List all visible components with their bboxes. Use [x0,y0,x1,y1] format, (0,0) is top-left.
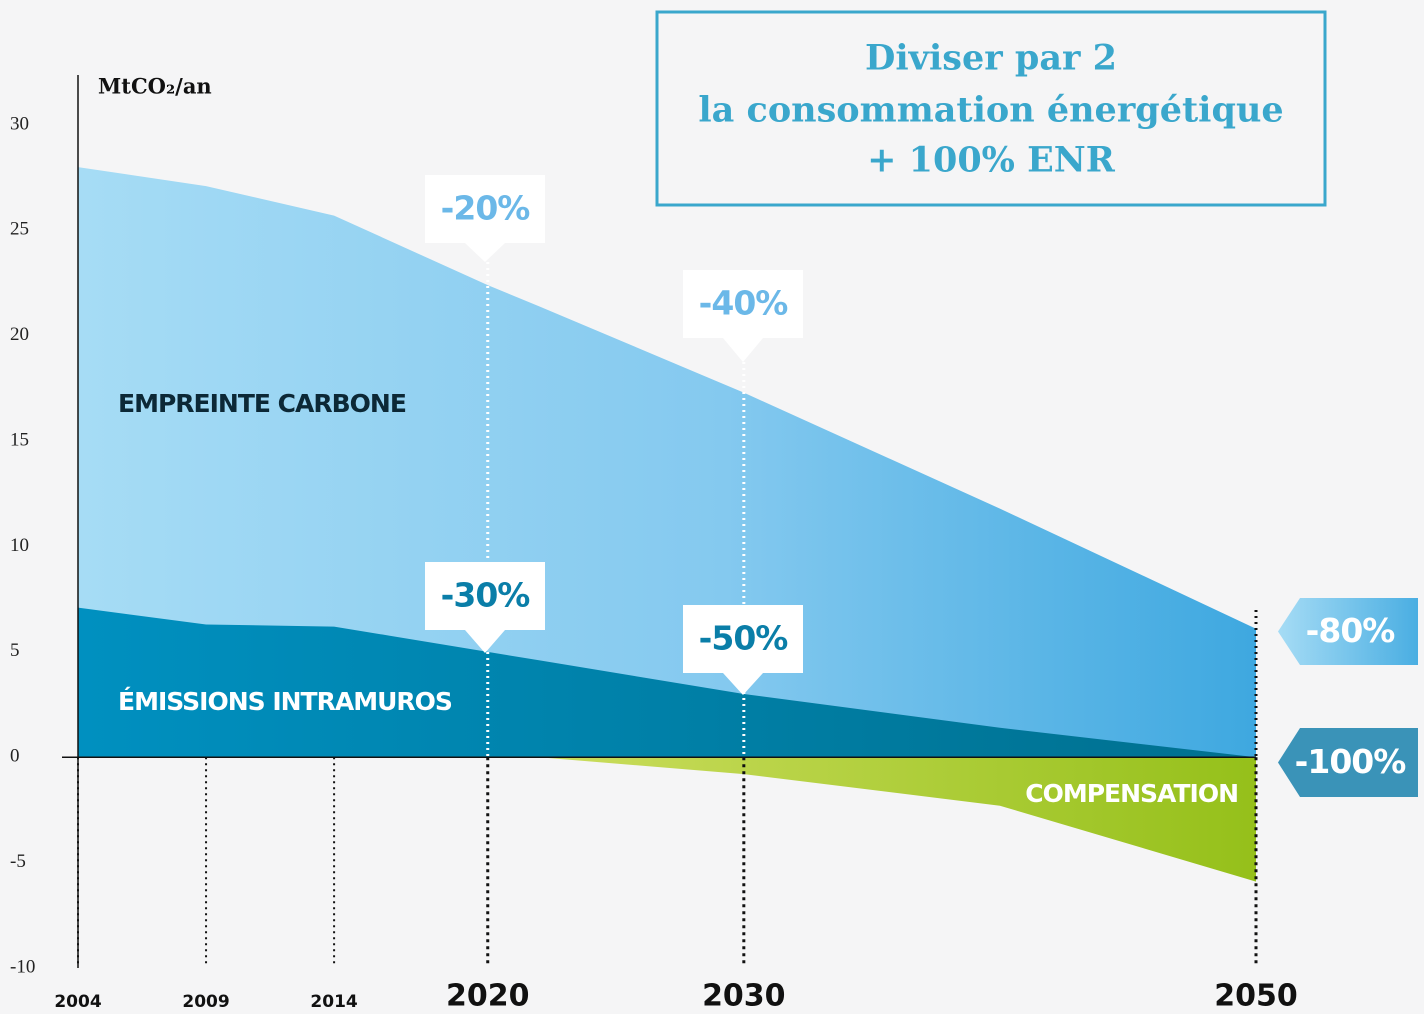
area [78,757,1256,882]
y-axis-label: MtCO₂/an [98,74,212,99]
y-tick-label: 15 [10,429,29,450]
y-tick-label: -10 [10,956,35,977]
x-tick-label: 2020 [446,979,530,1014]
series-label: ÉMISSIONS INTRAMUROS [118,687,452,716]
series-label: EMPREINTE CARBONE [118,389,406,418]
area [78,167,1256,758]
callout-box [683,270,803,362]
callout-label: -20% [441,189,531,228]
y-tick-label: 25 [10,219,29,240]
y-tick-label: 10 [10,535,29,556]
headline: Diviser par 2 [865,38,1117,79]
callout-box [425,562,545,653]
callout-label: -30% [441,576,531,615]
callout-label: -100% [1295,742,1407,781]
x-tick-label: 2004 [54,992,101,1012]
y-tick-label: -5 [10,851,26,872]
y-tick-label: 20 [10,324,29,345]
callout-label: -40% [699,284,789,323]
y-tick-label: 30 [10,113,29,134]
callout-box [425,175,545,262]
headline-box [655,10,1327,207]
headline: la consommation énergétique [698,90,1283,131]
x-tick-label: 2014 [310,992,357,1012]
callout-arrow [1278,728,1418,797]
callout-arrow [1278,598,1418,665]
series-label: COMPENSATION [1025,779,1238,808]
x-tick-label: 2030 [702,979,786,1014]
headline: + 100% ENR [867,140,1116,181]
y-tick-label: 5 [10,640,20,661]
x-tick-label: 2009 [182,992,229,1012]
area [78,607,1256,758]
y-tick-label: 0 [10,746,20,767]
x-tick-label: 2050 [1214,979,1298,1014]
callout-label: -50% [699,619,789,658]
callout-label: -80% [1306,611,1396,650]
callout-box [683,605,803,695]
